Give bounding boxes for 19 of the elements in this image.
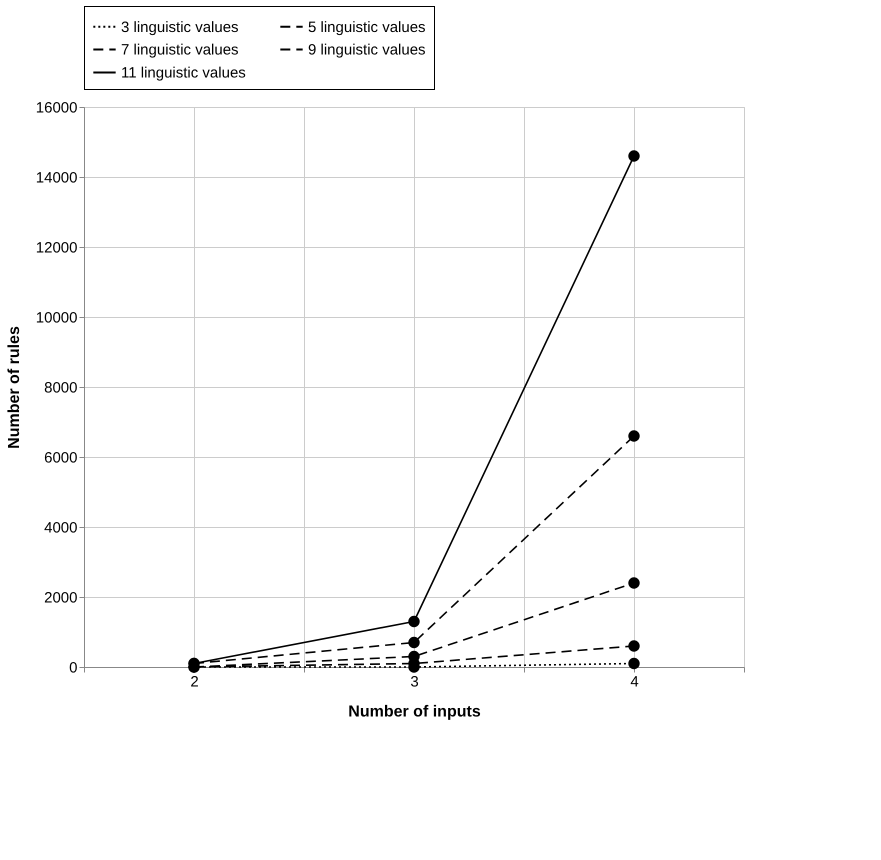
y-tick-label: 0 xyxy=(69,660,78,676)
y-tick-label: 8000 xyxy=(44,380,78,396)
legend-label: 7 linguistic values xyxy=(121,42,239,58)
x-tick-label: 3 xyxy=(410,674,419,690)
y-tick-label: 10000 xyxy=(36,310,78,326)
legend-label: 11 linguistic values xyxy=(121,64,246,82)
legend-label: 5 linguistic values xyxy=(308,18,426,36)
y-tick-label: 14000 xyxy=(36,170,78,186)
y-tick-label: 4000 xyxy=(44,520,78,536)
y-tick-label: 16000 xyxy=(36,100,78,116)
y-tick-label: 6000 xyxy=(44,450,78,466)
x-axis-title: Number of inputs xyxy=(348,704,481,720)
y-axis-title: Number of rules xyxy=(6,326,23,449)
legend-label: 9 linguistic values xyxy=(308,42,426,58)
x-tick-label: 4 xyxy=(630,674,639,690)
y-tick-label: 12000 xyxy=(36,240,78,256)
x-tick-label: 2 xyxy=(190,674,199,690)
y-tick-label: 2000 xyxy=(44,590,78,606)
legend-label: 3 linguistic values xyxy=(121,18,239,36)
